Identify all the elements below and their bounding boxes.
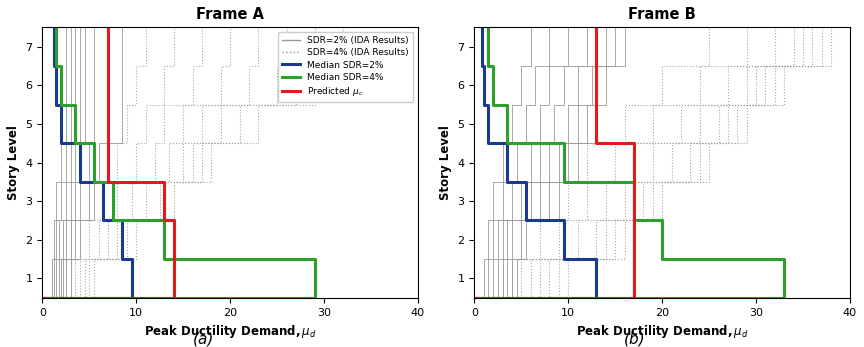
Y-axis label: Story Level: Story Level [7, 125, 20, 200]
X-axis label: Peak Ductility Demand,$\,\mu_d$: Peak Ductility Demand,$\,\mu_d$ [576, 323, 748, 340]
Y-axis label: Story Level: Story Level [439, 125, 452, 200]
Title: Frame B: Frame B [628, 7, 696, 22]
Text: (a): (a) [193, 331, 213, 347]
Legend: SDR=2% (IDA Results), SDR=4% (IDA Results), Median SDR=2%, Median SDR=4%, Predic: SDR=2% (IDA Results), SDR=4% (IDA Result… [277, 32, 414, 102]
Text: (b): (b) [624, 331, 646, 347]
X-axis label: Peak Ductility Demand,$\,\mu_d$: Peak Ductility Demand,$\,\mu_d$ [144, 323, 316, 340]
Title: Frame A: Frame A [196, 7, 264, 22]
